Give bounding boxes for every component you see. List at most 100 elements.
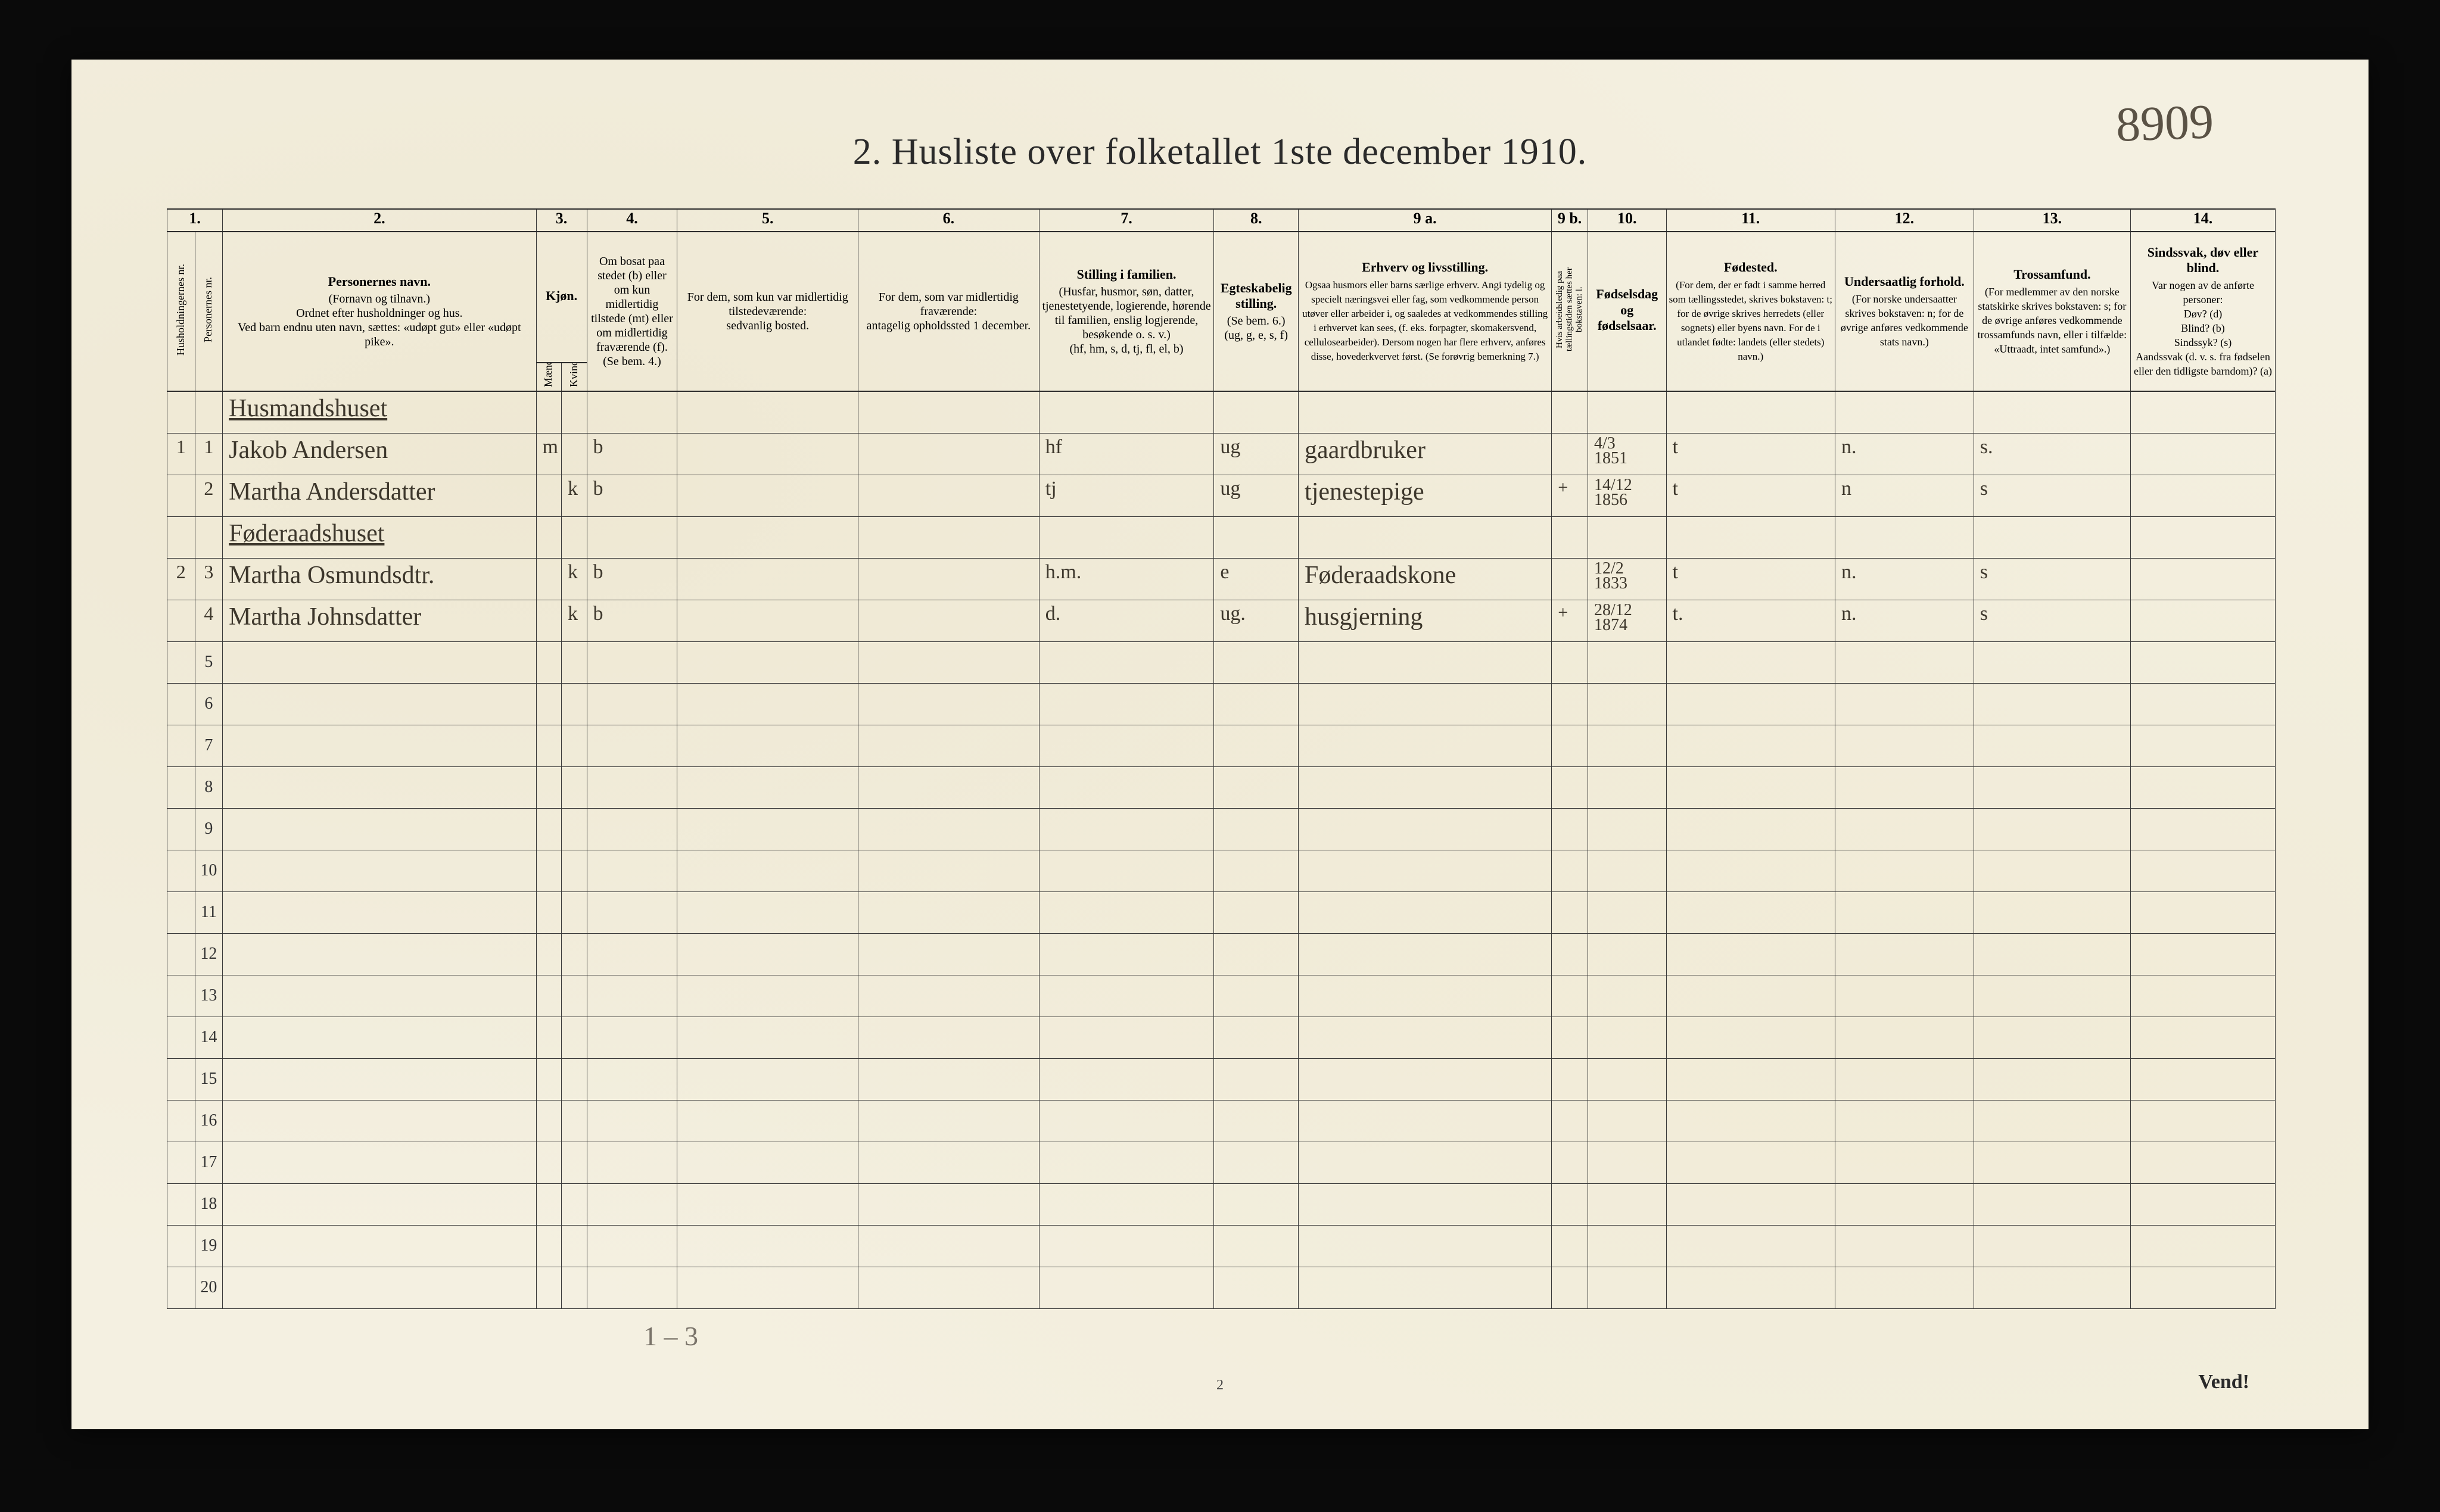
cell	[223, 1267, 536, 1308]
header-fravaerende: For dem, som var midlertidig fraværende:…	[858, 232, 1040, 391]
fravaerende	[858, 475, 1040, 516]
sex-m	[536, 558, 562, 600]
cell	[223, 933, 536, 975]
cell	[562, 1058, 587, 1100]
cell	[858, 766, 1040, 808]
cell	[1299, 933, 1552, 975]
header-egteskab: Egteskabelig stilling. (Se bem. 6.) (ug,…	[1214, 232, 1299, 391]
fravaerende	[858, 600, 1040, 641]
cell	[2130, 641, 2275, 683]
egteskab: ug	[1214, 475, 1299, 516]
person-nr: 1	[195, 433, 223, 475]
cell	[677, 891, 858, 933]
cell	[1214, 1017, 1299, 1058]
cell	[536, 1183, 562, 1225]
cell	[1666, 975, 1835, 1017]
census-table: 1. 2. 3. 4. 5. 6. 7. 8. 9 a. 9 b. 10. 11…	[167, 208, 2276, 1309]
header-erhverv: Erhverv og livsstilling. Ogsaa husmors e…	[1299, 232, 1552, 391]
person-nr: 4	[195, 600, 223, 641]
cell	[1214, 641, 1299, 683]
column-number-row: 1. 2. 3. 4. 5. 6. 7. 8. 9 a. 9 b. 10. 11…	[167, 209, 2276, 232]
cell	[536, 850, 562, 891]
household-nr	[167, 1100, 195, 1142]
cell	[536, 933, 562, 975]
cell	[1588, 1142, 1666, 1183]
cell	[2130, 808, 2275, 850]
cell	[1974, 1183, 2130, 1225]
cell	[1039, 1017, 1214, 1058]
egteskab: ug	[1214, 433, 1299, 475]
cell	[1974, 1017, 2130, 1058]
cell	[536, 975, 562, 1017]
header-fodested: Fødested. (For dem, der er født i samme …	[1666, 232, 1835, 391]
header-sindssvak: Sindssvak, døv eller blind. Var nogen av…	[2130, 232, 2275, 391]
sindssvak	[2130, 475, 2275, 516]
household-nr	[167, 975, 195, 1017]
cell	[1214, 1100, 1299, 1142]
header-sex: Kjøn.	[536, 232, 587, 363]
table-row: 5	[167, 641, 2276, 683]
fodested: t.	[1666, 600, 1835, 641]
table-row: 9	[167, 808, 2276, 850]
table-row: 15	[167, 1058, 2276, 1100]
section-label: Føderaadshuset	[223, 516, 536, 558]
cell	[1214, 891, 1299, 933]
cell	[1974, 766, 2130, 808]
cell	[587, 975, 677, 1017]
cell	[562, 975, 587, 1017]
cell	[223, 891, 536, 933]
cell	[1214, 1225, 1299, 1267]
cell	[1552, 1017, 1588, 1058]
cell	[223, 725, 536, 766]
fravaerende	[858, 433, 1040, 475]
sindssvak	[2130, 558, 2275, 600]
cell	[1039, 975, 1214, 1017]
cell	[858, 891, 1040, 933]
trossamfund: s	[1974, 558, 2130, 600]
cell	[1974, 1100, 2130, 1142]
cell	[2130, 1267, 2275, 1308]
colnum: 10.	[1588, 209, 1666, 232]
cell	[587, 1142, 677, 1183]
household-nr	[167, 1142, 195, 1183]
cell	[587, 766, 677, 808]
cell	[1552, 1183, 1588, 1225]
colnum: 6.	[858, 209, 1040, 232]
census-table-wrap: 1. 2. 3. 4. 5. 6. 7. 8. 9 a. 9 b. 10. 11…	[167, 208, 2276, 1309]
cell	[677, 975, 858, 1017]
header-undersaat: Undersaatlig forhold. (For norske unders…	[1835, 232, 1974, 391]
cell	[2130, 683, 2275, 725]
cell	[1835, 766, 1974, 808]
cell	[1039, 933, 1214, 975]
cell	[1835, 1142, 1974, 1183]
cell	[1552, 1100, 1588, 1142]
cell	[1666, 1100, 1835, 1142]
col9b: +	[1552, 600, 1588, 641]
person-nr: 10	[195, 850, 223, 891]
cell	[2130, 766, 2275, 808]
cell	[1588, 766, 1666, 808]
cell	[1974, 850, 2130, 891]
header-row: Husholdningernes nr. Personernes nr. Per…	[167, 232, 2276, 363]
cell	[223, 975, 536, 1017]
midlertidig	[677, 558, 858, 600]
cell	[1214, 850, 1299, 891]
household-nr	[167, 725, 195, 766]
cell	[1039, 1225, 1214, 1267]
trossamfund: s.	[1974, 433, 2130, 475]
colnum: 14.	[2130, 209, 2275, 232]
cell	[858, 1183, 1040, 1225]
person-name: Jakob Andersen	[223, 433, 536, 475]
person-nr: 2	[195, 475, 223, 516]
household-nr	[167, 1225, 195, 1267]
cell	[223, 1100, 536, 1142]
table-row: 19	[167, 1225, 2276, 1267]
cell	[587, 933, 677, 975]
cell	[223, 1017, 536, 1058]
table-row: 6	[167, 683, 2276, 725]
table-row: 13	[167, 975, 2276, 1017]
person-nr: 9	[195, 808, 223, 850]
cell	[1552, 975, 1588, 1017]
sex-k	[562, 433, 587, 475]
cell	[1974, 975, 2130, 1017]
